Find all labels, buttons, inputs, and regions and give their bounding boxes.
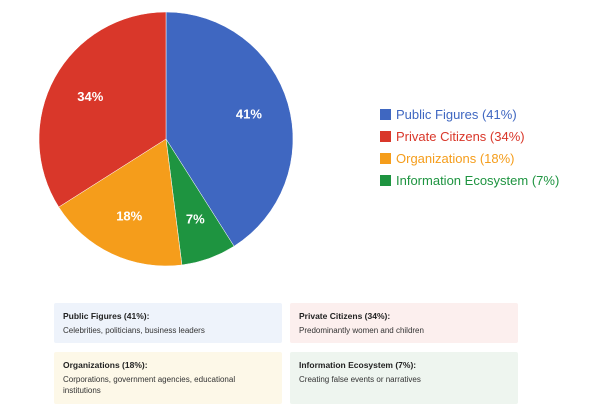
pie-slice-private-citizens [38,11,167,208]
legend-label-private-citizens: Private Citizens (34%) [396,128,525,144]
card-text-public-figures: Celebrities, politicians, business leade… [63,326,205,335]
legend-label-organizations: Organizations (18%) [396,150,515,166]
card-information-ecosystem: Information Ecosystem (7%): Creating fal… [290,352,518,404]
legend-item-public-figures: Public Figures (41%) [380,103,559,125]
pie-label-private-citizens: 34% [77,89,103,104]
legend-swatch-public-figures [380,108,391,120]
card-title-public-figures: Public Figures (41%): [63,311,150,321]
card-private-citizens: Private Citizens (34%): Predominantly wo… [290,303,518,343]
legend-item-private-citizens: Private Citizens (34%) [380,125,559,147]
pie-label-public-figures: 41% [236,106,262,121]
card-text-information-ecosystem: Creating false events or narratives [299,375,421,384]
card-title-organizations: Organizations (18%): [63,360,148,370]
legend-swatch-information-ecosystem [380,174,391,186]
pie-slice-public-figures [165,11,294,247]
legend-swatch-private-citizens [380,130,391,142]
card-title-private-citizens: Private Citizens (34%): [299,311,391,321]
legend-label-public-figures: Public Figures (41%) [396,106,517,122]
legend-swatch-organizations [380,152,391,164]
pie-label-organizations: 18% [116,209,142,224]
legend-item-organizations: Organizations (18%) [380,147,559,169]
card-title-information-ecosystem: Information Ecosystem (7%): [299,360,417,370]
legend-item-information-ecosystem: Information Ecosystem (7%) [380,169,559,191]
chart-legend: Public Figures (41%) Private Citizens (3… [380,103,559,191]
pie-label-information-ecosystem: 7% [186,212,205,227]
card-organizations: Organizations (18%): Corporations, gover… [54,352,282,404]
card-text-private-citizens: Predominantly women and children [299,326,424,335]
card-public-figures: Public Figures (41%): Celebrities, polit… [54,303,282,343]
legend-label-information-ecosystem: Information Ecosystem (7%) [396,172,560,188]
pie-slice-organizations [58,138,183,267]
card-text-organizations: Corporations, government agencies, educa… [63,375,236,395]
